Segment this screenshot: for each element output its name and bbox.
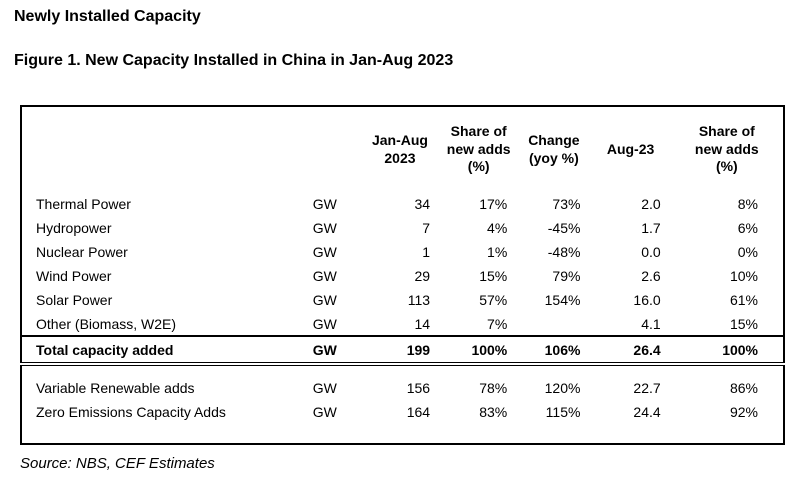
row-unit: GW	[312, 404, 337, 420]
cell-share-1: 100%	[440, 335, 518, 366]
figure-title: Figure 1. New Capacity Installed in Chin…	[14, 52, 454, 69]
row-label: Variable Renewable adds	[36, 380, 195, 396]
header-jan-aug-2023: Jan-Aug 2023	[371, 132, 428, 166]
row-unit: GW	[312, 380, 337, 396]
table-header: Jan-Aug 2023 Share of new adds (%) Chang…	[21, 106, 784, 192]
cell-jan-aug: 7	[422, 220, 431, 236]
cell-jan-aug: 113	[407, 292, 431, 308]
cell-change-yoy: 115%	[545, 404, 581, 420]
header-label-blank	[21, 106, 290, 192]
cell-share-1: 57%	[479, 292, 508, 308]
cell-change-yoy: 73%	[552, 196, 581, 212]
row-label: Wind Power	[36, 268, 112, 284]
table-row-nuclear-power: Nuclear Power GW 1 1% -48% 0.0 0%	[21, 240, 784, 264]
row-label: Thermal Power	[36, 196, 131, 212]
cell-aug-23: 2.0	[641, 196, 661, 212]
cell-aug-23: 24.4	[633, 404, 661, 420]
header-share-of-new-adds-1: Share of new adds (%)	[446, 123, 511, 175]
cell-share-2: 8%	[737, 196, 758, 212]
row-unit: GW	[312, 292, 337, 308]
header-change-yoy: Change (yoy %)	[528, 132, 580, 166]
table-row-solar-power: Solar Power GW 113 57% 154% 16.0 61%	[21, 288, 784, 312]
row-unit: GW	[289, 335, 360, 366]
cell-share-1: 4%	[487, 220, 508, 236]
spacer-row	[21, 424, 784, 444]
header-aug-23: Aug-23	[606, 140, 655, 157]
table-row-other-biomass-w2e: Other (Biomass, W2E) GW 14 7% 4.1 15%	[21, 312, 784, 336]
table-row-hydropower: Hydropower GW 7 4% -45% 1.7 6%	[21, 216, 784, 240]
table-body: Thermal Power GW 34 17% 73% 2.0 8% Hydro…	[21, 192, 784, 444]
cell-share-1: 15%	[479, 268, 508, 284]
row-label: Other (Biomass, W2E)	[36, 315, 177, 332]
capacity-table: Jan-Aug 2023 Share of new adds (%) Chang…	[20, 105, 785, 445]
cell-change-yoy: 79%	[552, 268, 581, 284]
page-title: Newly Installed Capacity	[14, 8, 201, 25]
cell-aug-23: 1.7	[641, 220, 661, 236]
cell-change-yoy	[517, 312, 590, 336]
cell-jan-aug: 1	[422, 244, 431, 260]
header-share-of-new-adds-2: Share of new adds (%)	[694, 123, 759, 175]
row-label: Nuclear Power	[36, 244, 128, 260]
row-label: Zero Emissions Capacity Adds	[36, 404, 226, 420]
cell-share-2: 10%	[729, 268, 758, 284]
row-unit: GW	[312, 268, 337, 284]
row-label: Hydropower	[36, 220, 112, 236]
table-row-thermal-power: Thermal Power GW 34 17% 73% 2.0 8%	[21, 192, 784, 216]
cell-share-2: 0%	[737, 244, 758, 260]
cell-jan-aug: 156	[406, 380, 431, 396]
cell-aug-23: 0.0	[641, 244, 661, 260]
cell-jan-aug: 34	[414, 196, 431, 212]
cell-share-2: 86%	[729, 380, 758, 396]
source-note: Source: NBS, CEF Estimates	[20, 455, 215, 472]
row-label: Total capacity added	[21, 335, 290, 366]
header-unit-blank	[290, 106, 360, 192]
cell-aug-23: 22.7	[633, 380, 661, 396]
cell-change-yoy: 120%	[544, 380, 581, 396]
spacer-row	[21, 364, 784, 376]
cell-share-2: 15%	[729, 315, 758, 332]
cell-jan-aug: 14	[414, 315, 431, 332]
cell-aug-23: 26.4	[590, 335, 671, 366]
cell-change-yoy: 154%	[544, 292, 581, 308]
row-unit: GW	[312, 220, 337, 236]
table-row-zero-emissions-capacity-adds: Zero Emissions Capacity Adds GW 164 83% …	[21, 400, 784, 424]
cell-aug-23: 16.0	[633, 292, 661, 308]
cell-jan-aug: 29	[414, 268, 431, 284]
table-row-total-capacity-added: Total capacity added GW 199 100% 106% 26…	[21, 335, 784, 366]
cell-share-1: 1%	[487, 244, 508, 260]
row-unit: GW	[312, 196, 337, 212]
cell-share-1: 78%	[479, 380, 508, 396]
cell-aug-23: 4.1	[641, 315, 661, 332]
cell-jan-aug: 164	[406, 404, 431, 420]
cell-share-2: 100%	[670, 335, 784, 366]
cell-share-2: 61%	[729, 292, 758, 308]
cell-change-yoy: -48%	[547, 244, 581, 260]
table-row-wind-power: Wind Power GW 29 15% 79% 2.6 10%	[21, 264, 784, 288]
table-row-variable-renewable-adds: Variable Renewable adds GW 156 78% 120% …	[21, 376, 784, 400]
cell-share-1: 7%	[487, 315, 508, 332]
row-unit: GW	[312, 244, 337, 260]
cell-share-1: 83%	[479, 404, 508, 420]
row-label: Solar Power	[36, 292, 113, 308]
cell-change-yoy: 106%	[517, 335, 591, 366]
cell-aug-23: 2.6	[641, 268, 661, 284]
cell-share-2: 6%	[737, 220, 758, 236]
cell-jan-aug: 199	[359, 335, 441, 366]
cell-share-1: 17%	[479, 196, 508, 212]
cell-change-yoy: -45%	[547, 220, 581, 236]
header-row: Jan-Aug 2023 Share of new adds (%) Chang…	[21, 106, 784, 192]
row-unit: GW	[312, 315, 337, 332]
cell-share-2: 92%	[729, 404, 758, 420]
